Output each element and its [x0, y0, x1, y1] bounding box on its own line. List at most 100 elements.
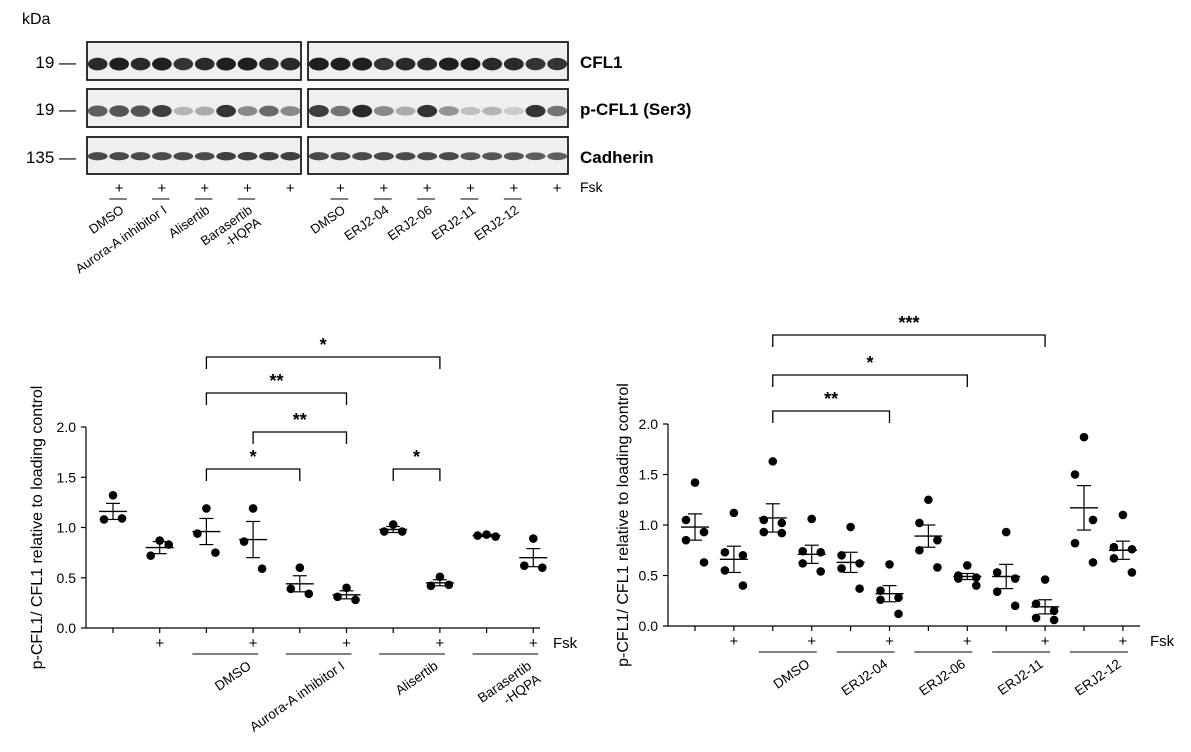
data-point — [1031, 599, 1041, 609]
group-label: DMSO — [771, 656, 813, 692]
group-label-line: DMSO — [212, 658, 254, 694]
data-point — [933, 563, 942, 572]
blot-band — [216, 57, 236, 71]
data-point — [117, 514, 127, 523]
data-point — [876, 586, 885, 595]
group-label-line: ERJ2-04 — [839, 656, 891, 699]
blot-band — [373, 57, 394, 71]
blot-band — [194, 106, 215, 116]
blot-band — [237, 106, 258, 116]
fsk-plus-mark: + — [342, 635, 351, 652]
data-point — [529, 534, 538, 543]
significance-bracket — [205, 468, 301, 481]
data-point — [933, 535, 942, 545]
blot-band — [87, 152, 108, 161]
y-tick-label: 0.0 — [57, 620, 77, 636]
fsk-label: Fsk — [553, 635, 578, 652]
data-point — [1079, 432, 1089, 442]
blot-band — [547, 57, 568, 71]
data-point — [304, 589, 314, 599]
fsk-label: Fsk — [1150, 633, 1175, 650]
significance-label: *** — [898, 313, 919, 333]
data-point — [798, 546, 807, 556]
blot-band — [417, 57, 438, 71]
blot-strip — [307, 41, 569, 81]
significance-bracket — [772, 334, 1046, 347]
blot-fsk-plus: + — [336, 180, 345, 197]
marker-pcfl1: 19 — — [35, 100, 76, 119]
blot-band — [173, 106, 194, 116]
blot-band — [460, 106, 481, 116]
fsk-plus-mark: + — [1041, 633, 1050, 650]
group-label: Aurora-A inhibitor I — [247, 658, 347, 734]
significance-label: ** — [293, 410, 307, 430]
data-point — [768, 457, 778, 466]
significance-bracket — [392, 468, 441, 481]
group-label-line: ERJ2-11 — [995, 656, 1046, 698]
data-point — [738, 551, 748, 560]
marker-cadherin: 135 — — [26, 148, 76, 167]
data-point — [915, 518, 924, 528]
data-point — [1001, 527, 1011, 537]
data-point — [1127, 544, 1137, 554]
data-point — [816, 547, 825, 557]
data-point — [729, 508, 739, 518]
blot-band — [259, 57, 279, 71]
data-point — [248, 504, 258, 513]
data-point — [257, 564, 267, 574]
blot-band — [417, 104, 438, 118]
data-point — [894, 593, 903, 603]
data-point — [807, 514, 816, 524]
data-point — [239, 537, 249, 546]
y-tick-label: 2.0 — [57, 419, 77, 435]
data-point — [435, 572, 445, 582]
blot-band — [308, 152, 329, 161]
data-point — [738, 581, 748, 590]
data-point — [954, 574, 963, 583]
blot-treatment-label: ERJ2-11 — [429, 202, 478, 243]
significance-bracket — [205, 392, 348, 405]
blot-band — [503, 106, 524, 116]
data-point — [972, 573, 981, 582]
y-tick-label: 0.5 — [639, 568, 659, 584]
blot-band — [237, 152, 258, 161]
fsk-plus-mark: + — [963, 633, 972, 650]
significance-label: ** — [269, 371, 283, 391]
group-label: ERJ2-12 — [1072, 656, 1124, 698]
blot-band — [547, 152, 568, 161]
blot-band — [259, 105, 279, 117]
data-point — [1118, 510, 1128, 520]
blot-fsk-plus: + — [553, 180, 562, 197]
group-label-line: DMSO — [771, 656, 813, 692]
blot-band — [130, 152, 151, 161]
group-label-line: Alisertib — [393, 658, 441, 698]
significance-bracket — [772, 374, 968, 387]
y-tick-label: 1.0 — [639, 517, 659, 533]
fsk-plus-mark: + — [885, 633, 894, 650]
data-point — [155, 536, 164, 545]
y-tick-label: 1.5 — [57, 469, 77, 485]
data-point — [99, 515, 109, 524]
blot-band — [109, 57, 129, 71]
data-point — [1049, 606, 1059, 616]
blot-band — [173, 152, 194, 161]
blot-band — [352, 152, 373, 161]
data-point — [963, 561, 972, 570]
data-point — [777, 528, 787, 538]
blot-band — [482, 106, 503, 116]
blot-band — [460, 57, 481, 71]
significance-label: * — [250, 447, 257, 467]
blot-band — [352, 57, 373, 71]
data-point — [855, 584, 864, 593]
blot-band — [525, 152, 546, 161]
data-point — [759, 515, 769, 525]
data-point — [992, 568, 1002, 577]
data-point — [1070, 538, 1080, 548]
protein-label-cfl1: CFL1 — [580, 53, 623, 72]
data-point — [473, 531, 482, 540]
blot-band — [438, 106, 459, 116]
data-point — [1088, 558, 1098, 567]
data-point — [1010, 574, 1020, 583]
significance-label: * — [867, 353, 874, 373]
